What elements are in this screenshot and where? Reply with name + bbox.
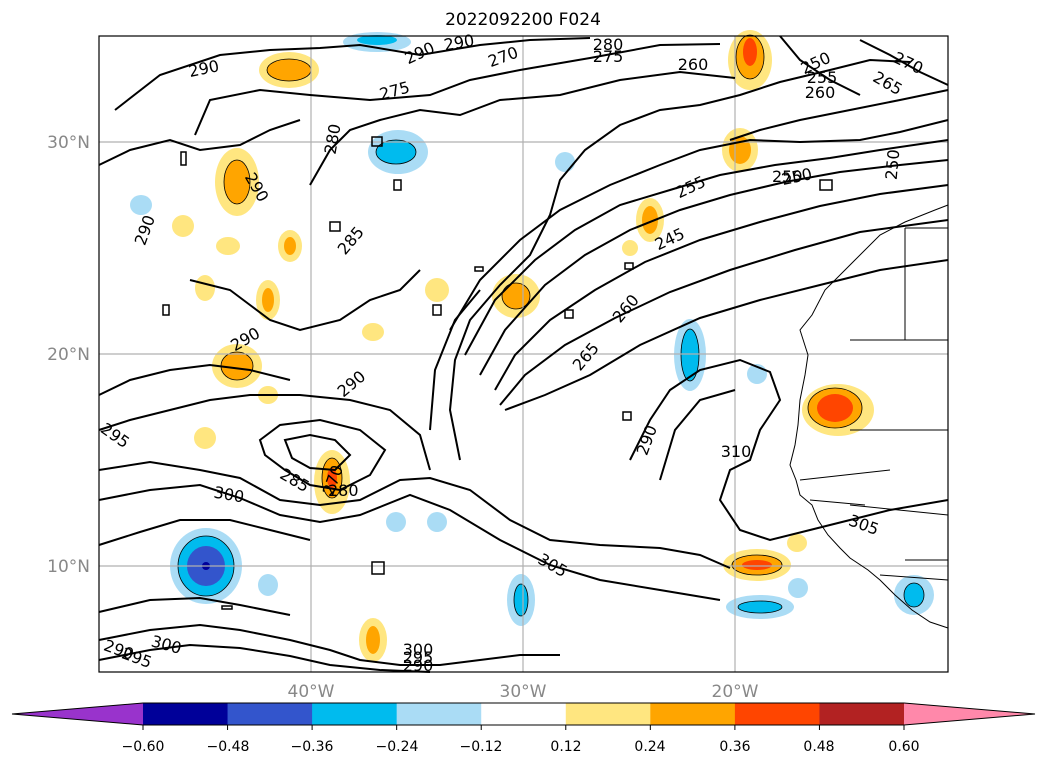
positive-anomaly-core bbox=[284, 237, 296, 255]
negative-anomaly bbox=[788, 578, 808, 598]
positive-anomaly-core bbox=[262, 288, 274, 312]
colorbar-tick: 0.24 bbox=[634, 739, 665, 755]
positive-anomaly-core bbox=[224, 160, 250, 204]
lat-label-10n: 10°N bbox=[47, 557, 90, 577]
colorbar-tick: −0.24 bbox=[376, 739, 419, 755]
colorbar-box bbox=[734, 703, 820, 725]
positive-anomaly bbox=[362, 323, 384, 341]
small-contour bbox=[180, 151, 187, 166]
colorbar-box bbox=[565, 703, 651, 725]
colorbar-box bbox=[143, 703, 229, 725]
small-contour bbox=[474, 266, 484, 272]
negative-anomaly bbox=[427, 512, 447, 532]
colorbar-box bbox=[481, 703, 567, 725]
contour-label: 280 bbox=[328, 481, 359, 500]
colorbar-box bbox=[227, 703, 313, 725]
negative-anomaly-core bbox=[681, 329, 699, 381]
colorbar-box bbox=[312, 703, 398, 725]
contour-label: 260 bbox=[805, 83, 836, 102]
negative-anomaly bbox=[258, 574, 278, 596]
shading-outlines bbox=[177, 34, 925, 617]
small-contour bbox=[162, 304, 170, 316]
positive-anomaly-peak bbox=[817, 394, 853, 422]
colorbar-tick: −0.48 bbox=[207, 739, 250, 755]
small-contours bbox=[162, 136, 833, 610]
positive-anomaly-peak bbox=[742, 560, 772, 570]
positive-anomaly-peak bbox=[743, 38, 757, 66]
small-contour bbox=[432, 304, 442, 316]
positive-anomaly bbox=[194, 427, 216, 449]
colorbar-ticks: −0.60 −0.48 −0.36 −0.24 −0.12 0.12 0.24 … bbox=[122, 725, 920, 755]
contour-label: 255 bbox=[807, 68, 838, 87]
colorbar-boxes bbox=[143, 703, 905, 725]
map-title: 2022092200 F024 bbox=[445, 10, 601, 30]
contour-label: 295 bbox=[403, 648, 434, 667]
colorbar-tick: −0.36 bbox=[291, 739, 334, 755]
lon-label-20w: 20°W bbox=[712, 682, 759, 702]
colorbar-tick: 0.36 bbox=[719, 739, 750, 755]
colorbar-tick: 0.60 bbox=[888, 739, 919, 755]
contour-label: 280 bbox=[593, 35, 624, 54]
contour-label: 250 bbox=[882, 148, 904, 180]
colorbar-box bbox=[819, 703, 905, 725]
positive-anomaly-core bbox=[267, 59, 311, 81]
contour-lines bbox=[98, 35, 949, 673]
positive-anomaly bbox=[172, 215, 194, 237]
negative-anomaly-core bbox=[904, 583, 924, 607]
small-contour bbox=[371, 136, 383, 147]
small-contour bbox=[393, 179, 402, 191]
lat-label-20n: 20°N bbox=[47, 345, 90, 365]
positive-anomaly-core bbox=[366, 626, 380, 654]
small-contour bbox=[371, 561, 385, 575]
positive-anomaly bbox=[195, 275, 215, 301]
contour-label: 290 bbox=[403, 656, 434, 675]
negative-anomaly bbox=[555, 152, 575, 172]
contour-label: 260 bbox=[678, 55, 709, 74]
colorbar: −0.60 −0.48 −0.36 −0.24 −0.12 0.12 0.24 … bbox=[11, 702, 1036, 755]
small-contour bbox=[221, 605, 233, 610]
colorbar-extend-high bbox=[904, 703, 1035, 725]
colorbar-tick: 0.12 bbox=[550, 739, 581, 755]
coastline bbox=[789, 204, 949, 629]
negative-anomaly bbox=[130, 195, 152, 215]
positive-anomaly bbox=[425, 278, 449, 302]
colorbar-box bbox=[650, 703, 736, 725]
gridlines bbox=[99, 36, 948, 672]
positive-anomaly-core bbox=[642, 206, 658, 234]
negative-anomaly-core bbox=[376, 140, 416, 164]
small-contour bbox=[622, 411, 632, 421]
colorbar-tick: −0.12 bbox=[460, 739, 503, 755]
negative-anomaly bbox=[386, 512, 406, 532]
contour-label: 275 bbox=[593, 47, 624, 66]
small-contour bbox=[819, 179, 833, 191]
negative-anomaly-core bbox=[514, 584, 528, 616]
positive-anomaly-core bbox=[221, 352, 253, 380]
positive-anomaly bbox=[787, 534, 807, 552]
longitude-labels: 40°W 30°W 20°W bbox=[288, 682, 759, 702]
positive-anomaly-peak bbox=[327, 468, 337, 488]
shading-positive bbox=[172, 30, 874, 662]
map-frame bbox=[98, 35, 949, 673]
colorbar-extend-low bbox=[12, 703, 143, 725]
contour-label: 300 bbox=[403, 640, 434, 659]
contour-label: 310 bbox=[721, 442, 752, 461]
colorbar-tick: −0.60 bbox=[122, 739, 165, 755]
negative-anomaly-core bbox=[357, 35, 397, 45]
latitude-labels: 30°N 20°N 10°N bbox=[47, 133, 90, 577]
small-contour bbox=[624, 262, 634, 270]
small-contour bbox=[329, 221, 341, 232]
negative-anomaly-core bbox=[738, 601, 782, 613]
positive-anomaly bbox=[622, 240, 638, 256]
lat-label-30n: 30°N bbox=[47, 133, 90, 153]
small-contour bbox=[564, 309, 574, 319]
colorbar-tick: 0.48 bbox=[803, 739, 834, 755]
map-panel: 290 275 290 290 270 280 275 260 250 255 … bbox=[97, 30, 949, 675]
positive-anomaly bbox=[216, 237, 240, 255]
lon-label-40w: 40°W bbox=[288, 682, 335, 702]
lon-label-30w: 30°W bbox=[500, 682, 547, 702]
contour-label: 250 bbox=[772, 167, 803, 186]
colorbar-box bbox=[396, 703, 482, 725]
